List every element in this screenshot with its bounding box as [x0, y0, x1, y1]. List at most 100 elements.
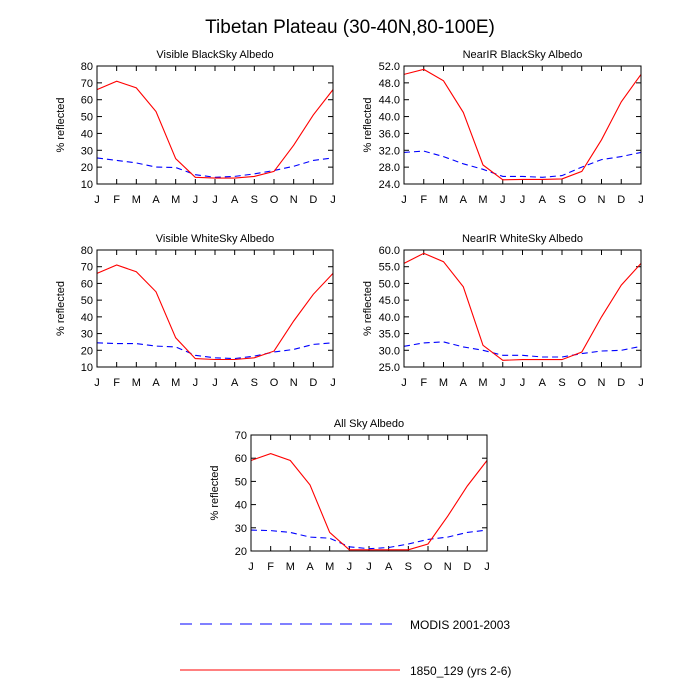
x-tick-label: J: [347, 561, 353, 573]
x-tick-label: A: [460, 377, 468, 389]
x-tick-label: J: [94, 377, 100, 389]
y-tick-label: 50: [81, 295, 93, 307]
model-series-line: [403, 68, 642, 181]
x-tick-label: S: [251, 377, 258, 389]
modis-series-line: [96, 157, 334, 178]
y-tick-label: 55.0: [379, 262, 400, 274]
x-tick-label: O: [577, 194, 586, 206]
x-tick-label: J: [248, 561, 254, 573]
x-tick-label: N: [444, 561, 452, 573]
plot-frame: [403, 65, 642, 185]
x-tick-label: D: [617, 377, 625, 389]
chart-panel-3: Visible WhiteSky Albedo % reflected 10 20 30…: [55, 233, 336, 389]
chart-panel-1: Visible BlackSky Albedo % reflected 10 20 30…: [55, 49, 336, 206]
x-tick-label: A: [152, 377, 160, 389]
y-tick-label: 30: [81, 145, 93, 157]
x-tick-label: O: [270, 377, 279, 389]
model-series-line: [96, 80, 334, 179]
y-tick-label: 28.0: [379, 162, 400, 174]
y-tick-label: 10: [81, 179, 93, 191]
x-tick-label: D: [617, 194, 625, 206]
y-tick-label: 20: [235, 546, 247, 558]
x-tick-label: J: [193, 194, 199, 206]
x-tick-label: M: [439, 194, 448, 206]
y-tick-label: 40: [235, 500, 247, 512]
modis-series-line: [96, 342, 334, 360]
x-tick-label: O: [577, 377, 586, 389]
x-tick-label: J: [484, 561, 490, 573]
x-tick-label: J: [193, 377, 199, 389]
x-tick-label: M: [132, 194, 141, 206]
y-tick-label: 50.0: [379, 278, 400, 290]
x-tick-label: F: [113, 377, 120, 389]
x-tick-label: J: [520, 194, 526, 206]
x-tick-label: J: [520, 377, 526, 389]
x-tick-label: A: [385, 561, 393, 573]
model-series-line: [250, 453, 488, 551]
x-tick-label: N: [598, 194, 606, 206]
x-tick-label: A: [539, 377, 547, 389]
y-tick-label: 80: [81, 61, 93, 73]
x-tick-label: J: [500, 377, 506, 389]
plot-frame: [250, 434, 488, 552]
x-tick-label: J: [330, 377, 336, 389]
plot-frame: [403, 249, 642, 368]
x-tick-label: A: [306, 561, 314, 573]
y-tick-label: 60.0: [379, 245, 400, 257]
x-tick-label: O: [424, 561, 433, 573]
x-tick-label: S: [558, 194, 565, 206]
y-axis-label: % reflected: [209, 465, 221, 520]
legend-entry-2: 1850_129 (yrs 2-6): [180, 664, 511, 678]
panels: Visible BlackSky Albedo % reflected 10 20 30…: [55, 49, 644, 573]
y-tick-label: 35.0: [379, 329, 400, 341]
x-tick-label: S: [405, 561, 412, 573]
x-tick-label: M: [478, 377, 487, 389]
x-tick-label: J: [330, 194, 336, 206]
chart-panel-2: NearIR BlackSky Albedo % reflected 24.0 28.…: [362, 49, 644, 206]
y-tick-label: 45.0: [379, 295, 400, 307]
x-tick-label: J: [212, 377, 218, 389]
figure-title: Tibetan Plateau (30-40N,80-100E): [205, 17, 495, 38]
y-tick-label: 30: [235, 523, 247, 535]
legend-label: MODIS 2001-2003: [410, 618, 510, 632]
legend: MODIS 2001-2003 1850_129 (yrs 2-6): [180, 618, 511, 678]
y-tick-label: 20: [81, 162, 93, 174]
modis-series-line: [403, 150, 642, 178]
y-tick-label: 20: [81, 345, 93, 357]
y-tick-label: 40.0: [379, 312, 400, 324]
y-tick-label: 70: [235, 430, 247, 442]
y-tick-label: 10: [81, 362, 93, 374]
x-tick-label: D: [309, 194, 317, 206]
x-tick-label: F: [267, 561, 274, 573]
x-tick-label: J: [366, 561, 372, 573]
y-tick-label: 50: [235, 476, 247, 488]
y-tick-label: 52.0: [379, 61, 400, 73]
x-tick-label: N: [598, 377, 606, 389]
y-tick-label: 80: [81, 245, 93, 257]
y-tick-label: 36.0: [379, 128, 400, 140]
x-tick-label: J: [500, 194, 506, 206]
chart-title: Visible BlackSky Albedo: [156, 49, 273, 61]
x-tick-label: D: [309, 377, 317, 389]
modis-series-line: [403, 341, 642, 358]
y-tick-label: 30.0: [379, 345, 400, 357]
y-axis-label: % reflected: [55, 281, 67, 336]
x-tick-label: S: [558, 377, 565, 389]
y-tick-label: 32.0: [379, 145, 400, 157]
model-series-line: [96, 264, 334, 361]
x-tick-label: M: [439, 377, 448, 389]
x-tick-label: M: [325, 561, 334, 573]
x-tick-label: M: [132, 377, 141, 389]
x-tick-label: A: [231, 194, 239, 206]
model-series-line: [403, 252, 642, 361]
x-tick-label: J: [401, 194, 407, 206]
x-tick-label: S: [251, 194, 258, 206]
x-tick-label: J: [212, 194, 218, 206]
x-tick-label: J: [638, 377, 644, 389]
y-tick-label: 48.0: [379, 78, 400, 90]
x-tick-label: F: [420, 377, 427, 389]
x-tick-label: A: [460, 194, 468, 206]
x-tick-label: F: [113, 194, 120, 206]
